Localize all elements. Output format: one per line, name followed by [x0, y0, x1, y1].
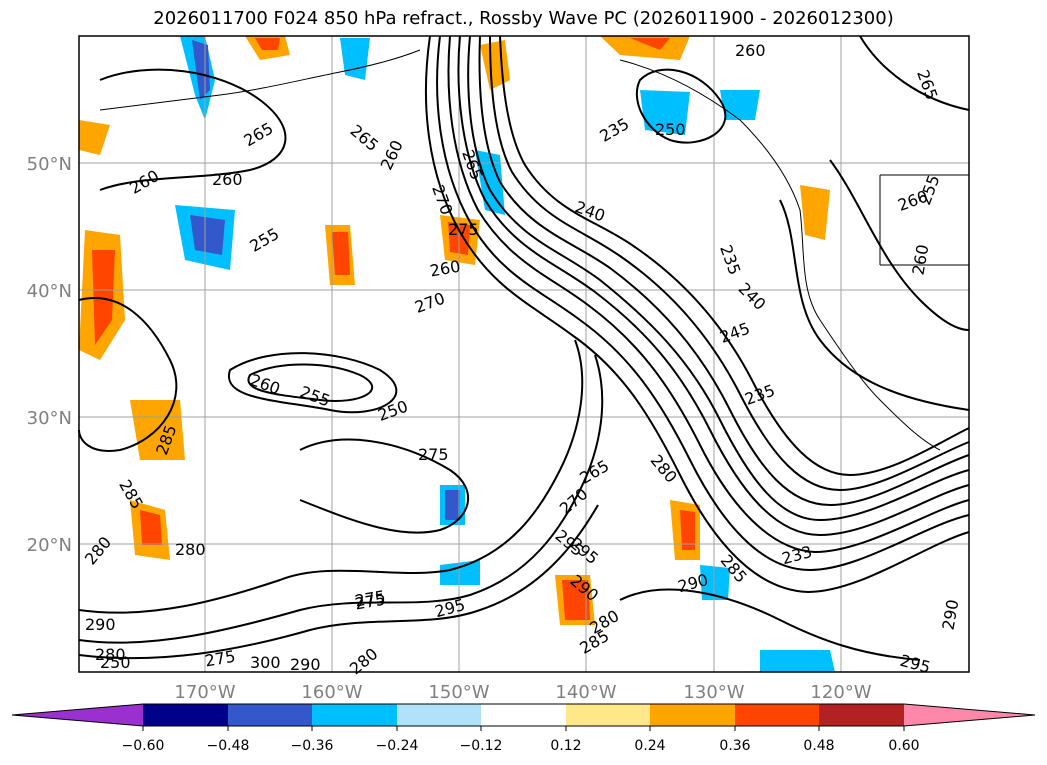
lat-label: 40°N: [27, 281, 72, 302]
colorbar-segment: [566, 704, 650, 726]
map-frame: [78, 35, 970, 673]
contour-label: 250: [100, 653, 131, 672]
colorbar-tick-label: −0.60: [122, 738, 165, 754]
contour-label: 275: [448, 220, 479, 239]
colorbar-tick-label: 0.60: [888, 738, 919, 754]
colorbar-segment: [481, 704, 566, 726]
colorbar-tick-label: −0.48: [207, 738, 250, 754]
lon-label: 130°W: [683, 682, 744, 703]
lon-label: 150°W: [428, 682, 489, 703]
contour-label: 290: [85, 615, 116, 634]
colorbar-tick-label: −0.24: [376, 738, 419, 754]
lon-label: 140°W: [555, 682, 616, 703]
map-title: 2026011700 F024 850 hPa refract., Rossby…: [153, 8, 894, 29]
graticule: [79, 36, 969, 672]
colorbar-tick-label: 0.36: [719, 738, 750, 754]
lat-label: 20°N: [27, 535, 72, 556]
colorbar-segment: [312, 704, 397, 726]
lon-label: 170°W: [174, 682, 235, 703]
contour-label: 300: [250, 653, 281, 672]
contour-label: 260: [735, 41, 766, 60]
longitude-labels: 170°W 160°W 150°W 140°W 130°W 120°W: [174, 682, 871, 703]
latitude-labels: 50°N 40°N 30°N 20°N: [27, 154, 72, 556]
contour-label: 280: [175, 540, 206, 559]
coastline: [99, 49, 969, 451]
contour-label: 280: [95, 645, 126, 664]
colorbar-tick-label: 0.12: [550, 738, 581, 754]
contour-label: 250: [655, 120, 686, 139]
colorbar-segment: [143, 704, 228, 726]
colorbar-segment: [819, 704, 904, 726]
map-background: [79, 36, 969, 672]
colorbar-tick-label: 0.48: [803, 738, 834, 754]
contour-label: 260: [212, 170, 243, 189]
colorbar-segment: [397, 704, 481, 726]
lon-label: 120°W: [810, 682, 871, 703]
lat-label: 30°N: [27, 408, 72, 429]
colorbar-tick-label: 0.24: [634, 738, 665, 754]
contour-label: 275: [418, 445, 449, 464]
colorbar: −0.60 −0.48 −0.36 −0.24 −0.12 0.12 0.24 …: [11, 703, 1036, 754]
lon-label: 160°W: [301, 682, 362, 703]
refractivity-contours: [78, 35, 970, 661]
colorbar-tick-label: −0.36: [291, 738, 334, 754]
colorbar-segment: [650, 704, 735, 726]
colorbar-segment: [228, 704, 312, 726]
lat-label: 50°N: [27, 154, 72, 175]
contour-label: 290: [290, 655, 321, 674]
colorbar-max-extend: [904, 704, 1035, 726]
colorbar-segment: [735, 704, 819, 726]
colorbar-tick-label: −0.12: [460, 738, 503, 754]
colorbar-min-extend: [12, 704, 143, 726]
